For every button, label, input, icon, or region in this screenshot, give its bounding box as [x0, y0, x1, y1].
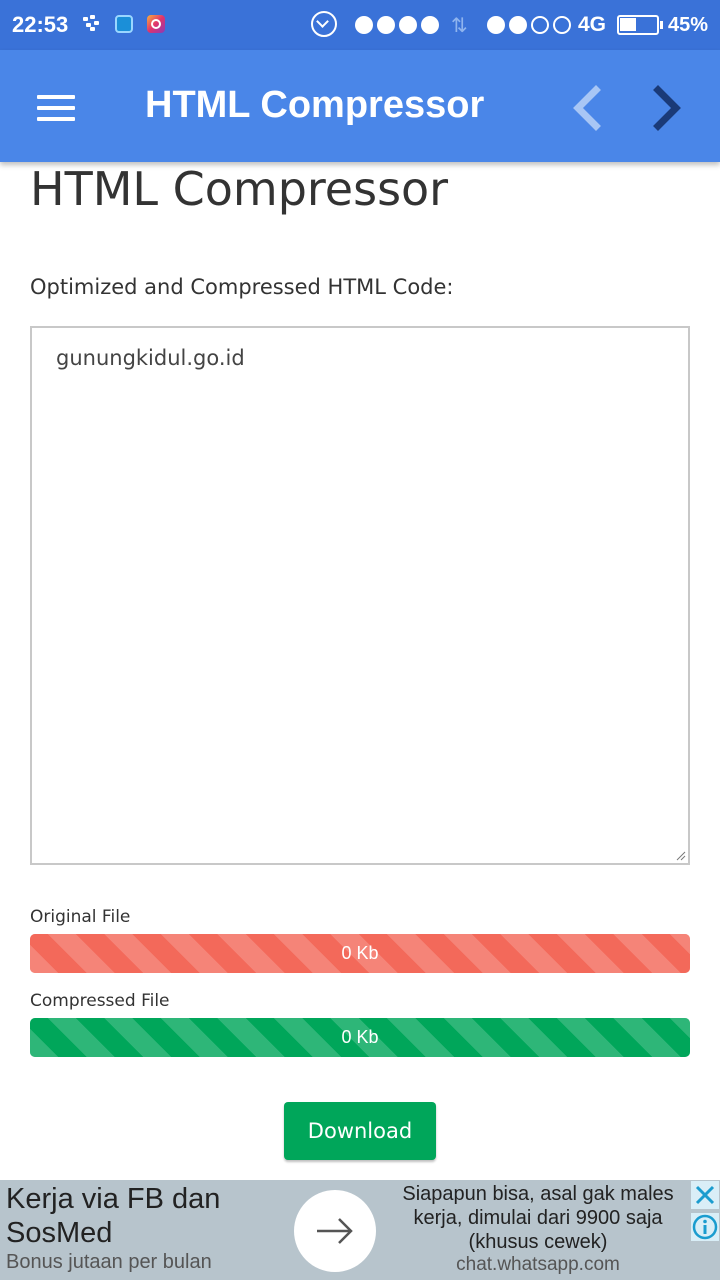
battery-icon	[617, 15, 663, 35]
app-bar: HTML Compressor	[0, 50, 720, 162]
download-button[interactable]: Download	[284, 1102, 436, 1160]
compressed-file-label: Compressed File	[30, 991, 170, 1011]
status-bar: 22:53 ⇅ 4G 45%	[0, 0, 720, 50]
network-type: 4G	[578, 13, 607, 36]
instagram-icon	[147, 15, 165, 33]
original-file-label: Original File	[30, 907, 131, 927]
compressed-file-bar: 0 Kb	[30, 1018, 690, 1057]
data-transfer-icon: ⇅	[451, 13, 468, 37]
signal-sim1-icon	[355, 16, 439, 34]
compressed-file-fill	[30, 1018, 690, 1057]
output-label: Optimized and Compressed HTML Code:	[30, 275, 454, 299]
compressed-file-size: 0 Kb	[341, 1027, 379, 1047]
bbm-icon	[83, 15, 101, 33]
mi-icon	[115, 15, 133, 33]
ad-close-icon[interactable]	[691, 1181, 719, 1209]
ad-body[interactable]: Siapapun bisa, asal gak males kerja, dim…	[402, 1183, 674, 1253]
signal-sim2-icon	[487, 16, 571, 34]
original-file-fill	[30, 934, 690, 973]
ad-banner[interactable]: Kerja via FB dan SosMed Bonus jutaan per…	[0, 1180, 720, 1280]
alarm-icon	[311, 11, 337, 37]
ad-subtitle[interactable]: Bonus jutaan per bulan	[6, 1251, 212, 1273]
compressed-output-textarea[interactable]: gunungkidul.go.id	[30, 326, 690, 865]
arrow-right-icon	[317, 1218, 353, 1244]
battery-level	[620, 18, 636, 31]
original-file-bar: 0 Kb	[30, 934, 690, 973]
ad-arrow-button[interactable]	[294, 1190, 376, 1272]
page-title: HTML Compressor	[30, 162, 449, 216]
forward-chevron-icon[interactable]	[646, 84, 690, 132]
output-text: gunungkidul.go.id	[56, 346, 245, 370]
original-file-size: 0 Kb	[341, 943, 379, 963]
resize-grip-icon[interactable]	[676, 851, 686, 861]
status-time: 22:53	[12, 12, 69, 37]
ad-url[interactable]: chat.whatsapp.com	[456, 1254, 620, 1275]
ad-title[interactable]: Kerja via FB dan SosMed	[6, 1183, 221, 1249]
ad-info-icon[interactable]	[691, 1213, 719, 1241]
app-bar-title: HTML Compressor	[145, 84, 485, 126]
hamburger-menu-icon[interactable]	[37, 95, 75, 121]
battery-percent: 45%	[668, 14, 709, 36]
back-chevron-icon[interactable]	[566, 84, 610, 132]
